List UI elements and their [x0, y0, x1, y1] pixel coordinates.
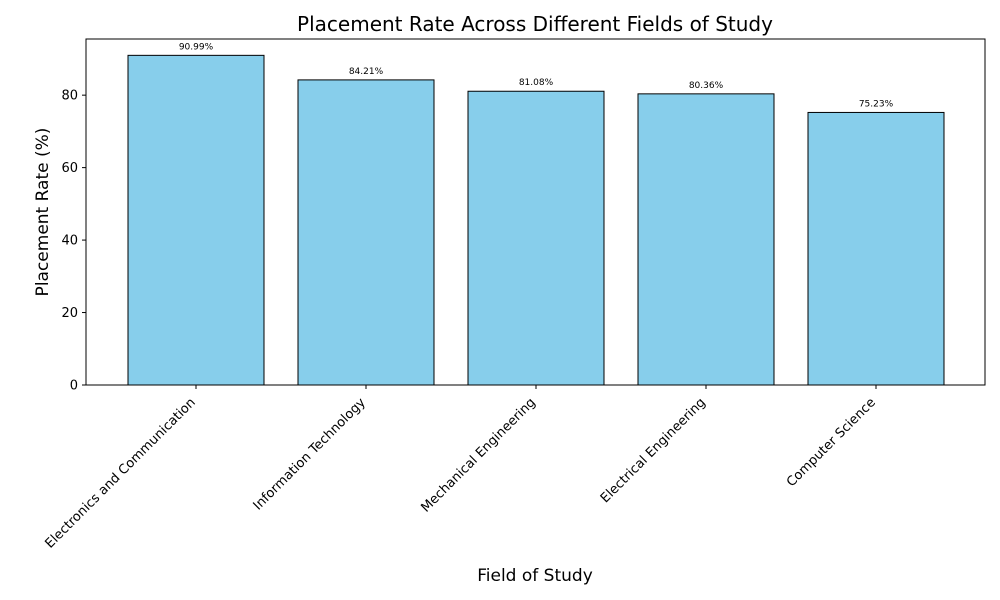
data-label-1: 84.21% — [349, 67, 384, 77]
x-axis: Electronics and Communication Information… — [43, 385, 879, 552]
bar-1 — [297, 79, 435, 386]
x-axis-title: Field of Study — [477, 566, 593, 586]
x-tick-label-1: Information Technology — [251, 395, 369, 513]
x-tick-label-0: Electronics and Communication — [43, 395, 199, 551]
y-tick-label-2: 40 — [61, 234, 78, 249]
y-tick-label-4: 80 — [61, 89, 78, 104]
y-axis: 0 20 40 60 80 — [61, 89, 86, 394]
x-tick-label-4: Computer Science — [784, 395, 879, 490]
y-axis-title: Placement Rate (%) — [33, 128, 53, 297]
bar-4 — [807, 111, 945, 386]
bar-3 — [637, 93, 775, 386]
bar-0 — [127, 54, 265, 386]
data-label-2: 81.08% — [519, 78, 554, 88]
x-tick-label-2: Mechanical Engineering — [418, 395, 538, 515]
chart-title: Placement Rate Across Different Fields o… — [297, 12, 773, 36]
y-tick-label-1: 20 — [61, 306, 78, 321]
y-tick-label-3: 60 — [61, 161, 78, 176]
plot-frame — [85, 38, 986, 386]
bar-2 — [467, 90, 605, 386]
data-label-3: 80.36% — [689, 81, 724, 91]
bars-group: 90.99% 84.21% 81.08% 80.36% 75.23% — [127, 42, 945, 386]
data-label-0: 90.99% — [179, 42, 214, 52]
data-label-4: 75.23% — [859, 99, 894, 109]
x-tick-label-3: Electrical Engineering — [598, 395, 709, 506]
y-tick-label-0: 0 — [70, 379, 78, 394]
